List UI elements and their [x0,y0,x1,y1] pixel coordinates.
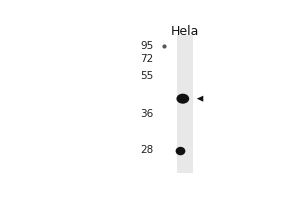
Text: 28: 28 [140,145,154,155]
Polygon shape [197,96,203,102]
Text: 55: 55 [140,71,154,81]
Text: Hela: Hela [171,25,199,38]
Ellipse shape [176,94,189,104]
Text: 95: 95 [140,41,154,51]
Bar [177,35,193,173]
Text: 36: 36 [140,109,154,119]
Ellipse shape [176,147,185,155]
Text: 72: 72 [140,54,154,64]
